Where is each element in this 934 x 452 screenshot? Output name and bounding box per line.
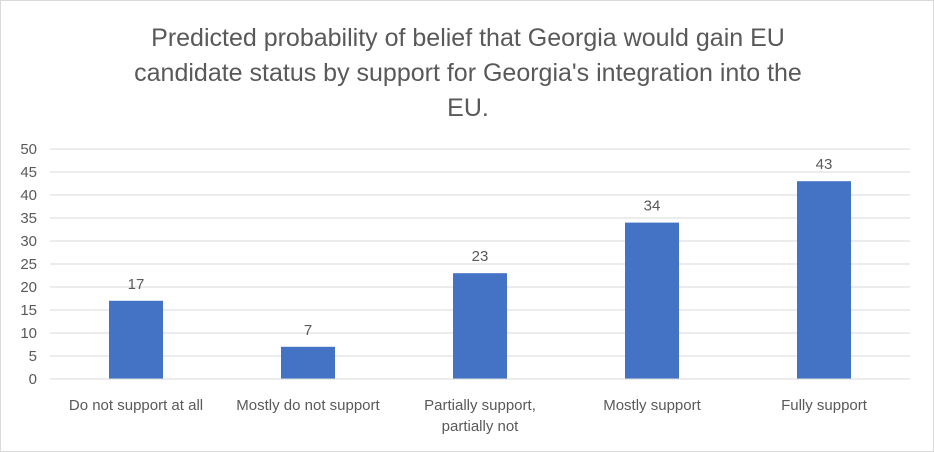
bar <box>625 222 679 379</box>
y-tick-label: 10 <box>20 325 37 342</box>
y-tick-label: 25 <box>20 256 37 273</box>
bar <box>281 346 335 379</box>
x-tick-label: partially not <box>442 418 520 435</box>
y-tick-label: 35 <box>20 210 37 227</box>
bar <box>109 300 163 379</box>
x-tick-label: Mostly support <box>603 397 701 414</box>
data-label: 43 <box>816 156 833 173</box>
bar <box>797 181 851 379</box>
y-tick-label: 20 <box>20 279 37 296</box>
data-label: 17 <box>128 276 145 293</box>
data-label: 23 <box>472 248 489 265</box>
x-tick-label: Fully support <box>781 397 868 414</box>
y-tick-label: 50 <box>20 141 37 158</box>
data-label: 7 <box>304 322 312 339</box>
chart-title: Predicted probability of belief that Geo… <box>134 24 802 122</box>
y-tick-label: 45 <box>20 164 37 181</box>
y-tick-label: 0 <box>29 371 37 388</box>
y-tick-label: 30 <box>20 233 37 250</box>
y-tick-label: 5 <box>29 348 37 365</box>
x-tick-label: Do not support at all <box>69 397 203 414</box>
x-tick-label: Mostly do not support <box>236 397 380 414</box>
y-tick-label: 40 <box>20 187 37 204</box>
data-label: 34 <box>644 198 661 215</box>
bar <box>453 273 507 379</box>
y-tick-label: 15 <box>20 302 37 319</box>
x-tick-label: Partially support, <box>424 397 536 414</box>
